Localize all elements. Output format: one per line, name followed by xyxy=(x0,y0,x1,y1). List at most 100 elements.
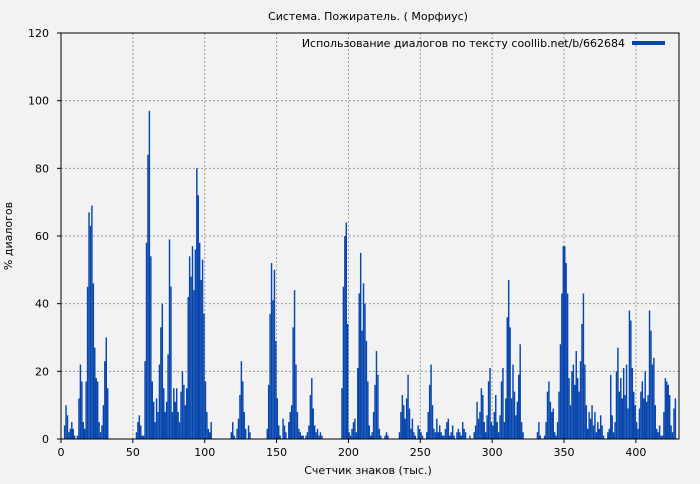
bar xyxy=(648,310,651,439)
bar xyxy=(151,381,153,439)
bar xyxy=(150,256,152,439)
bar xyxy=(348,432,350,439)
bar xyxy=(489,367,491,439)
bar xyxy=(493,411,496,439)
bar xyxy=(597,422,599,439)
bar xyxy=(673,408,675,439)
bar xyxy=(469,435,471,439)
bar xyxy=(552,408,554,439)
bar xyxy=(89,225,92,439)
bar xyxy=(73,435,76,439)
bar xyxy=(365,340,368,439)
bar xyxy=(148,110,151,440)
bar xyxy=(492,425,494,439)
bar xyxy=(553,432,556,439)
bar xyxy=(427,411,429,439)
bar xyxy=(306,432,309,439)
bar xyxy=(509,327,511,439)
bar xyxy=(344,236,346,439)
bar xyxy=(502,367,504,439)
bar xyxy=(92,283,95,439)
bar xyxy=(413,432,415,439)
bar xyxy=(272,300,274,439)
bar xyxy=(186,388,188,439)
x-tick-label: 400 xyxy=(625,446,646,459)
bar xyxy=(377,374,379,439)
bar xyxy=(301,435,303,439)
bar xyxy=(275,340,277,439)
bar xyxy=(548,381,550,439)
bar xyxy=(433,428,435,439)
bar xyxy=(311,378,313,439)
bar xyxy=(164,411,166,439)
bar xyxy=(522,432,524,439)
bar xyxy=(400,411,402,439)
bar xyxy=(654,405,657,439)
bar xyxy=(559,344,562,439)
bar xyxy=(372,411,375,439)
bar xyxy=(384,435,386,439)
bar xyxy=(638,408,641,439)
bar xyxy=(378,428,381,439)
bar xyxy=(591,405,593,439)
bar xyxy=(72,428,74,439)
bar xyxy=(178,422,181,439)
bar xyxy=(579,361,582,439)
bar xyxy=(357,367,359,439)
bar xyxy=(543,435,546,439)
bar xyxy=(539,435,542,439)
bar xyxy=(290,405,293,439)
bar xyxy=(566,293,569,439)
bar xyxy=(266,428,268,439)
bar xyxy=(135,432,138,439)
bar xyxy=(643,398,645,439)
bar xyxy=(278,425,280,439)
bar xyxy=(440,432,442,439)
bar xyxy=(170,286,172,439)
bar xyxy=(85,381,87,439)
bar xyxy=(436,418,438,439)
bar xyxy=(63,425,66,439)
bar xyxy=(644,371,646,439)
bar xyxy=(588,411,590,439)
bar xyxy=(575,351,577,439)
bar xyxy=(308,425,310,439)
bar xyxy=(602,435,605,439)
bar xyxy=(496,422,498,439)
bar xyxy=(78,398,80,439)
bar xyxy=(385,432,388,439)
bar xyxy=(359,252,362,439)
bar xyxy=(105,337,107,439)
bar xyxy=(104,361,106,439)
bar xyxy=(99,432,102,439)
bar xyxy=(367,381,369,439)
bar xyxy=(145,242,148,439)
y-axis-label: % диалогов xyxy=(2,202,15,270)
bar xyxy=(601,425,603,439)
bar xyxy=(194,249,197,439)
bar xyxy=(510,398,513,439)
bar xyxy=(545,422,547,439)
bar xyxy=(576,378,579,439)
bar xyxy=(564,246,566,439)
bar xyxy=(426,432,428,439)
bar xyxy=(410,428,412,439)
bar xyxy=(279,435,281,439)
bar xyxy=(267,384,270,439)
bar xyxy=(456,432,458,439)
grid xyxy=(61,33,679,439)
bar xyxy=(69,428,72,439)
bar xyxy=(71,422,73,439)
bar xyxy=(487,381,490,439)
bar xyxy=(599,415,602,439)
bar xyxy=(144,361,146,439)
bar xyxy=(618,391,621,439)
bar xyxy=(168,239,171,439)
bar xyxy=(362,283,365,439)
bar xyxy=(500,381,503,439)
bar xyxy=(206,411,208,439)
bar xyxy=(482,395,484,439)
bar xyxy=(184,405,187,439)
bar xyxy=(349,435,352,439)
